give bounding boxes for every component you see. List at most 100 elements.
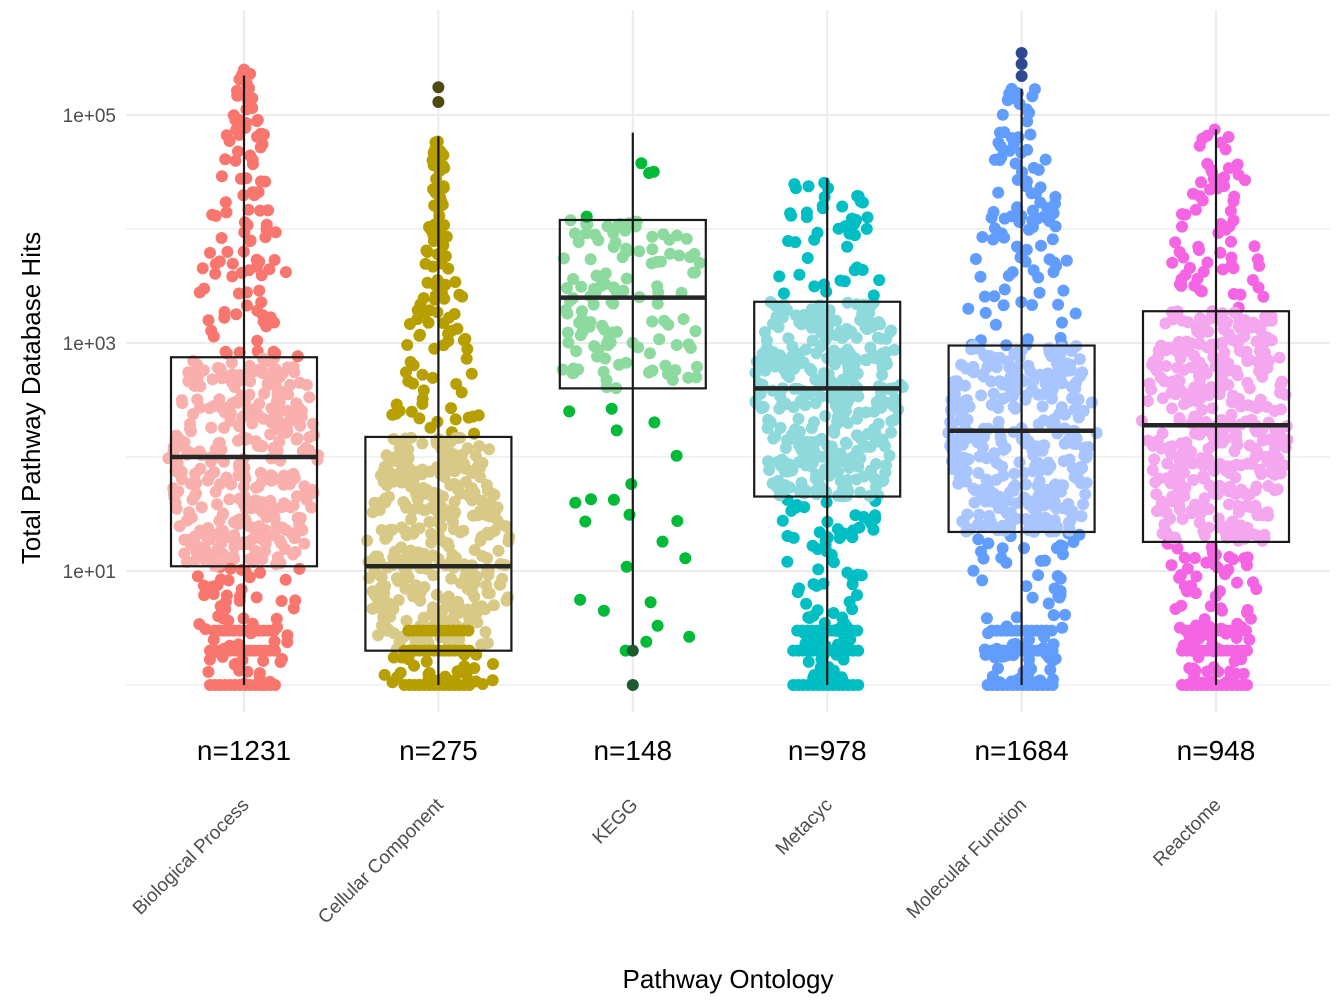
data-point (425, 536, 438, 549)
count-label: n=148 (593, 735, 672, 766)
data-point (218, 311, 231, 324)
data-point (449, 413, 462, 426)
data-point (251, 304, 264, 317)
data-point (449, 276, 462, 288)
data-point (448, 495, 461, 508)
data-point (382, 490, 395, 503)
data-point (1142, 434, 1154, 447)
data-point (867, 523, 880, 536)
data-point (1256, 534, 1269, 547)
data-point (1057, 479, 1070, 492)
data-point (1231, 158, 1244, 171)
data-point (219, 196, 232, 209)
data-point (426, 606, 439, 619)
data-point (979, 495, 992, 508)
data-point (173, 520, 186, 533)
data-point (1214, 246, 1227, 259)
data-point (990, 361, 1003, 374)
data-point (574, 593, 587, 606)
data-point (409, 484, 422, 497)
data-point (1238, 330, 1251, 343)
data-point (810, 468, 823, 481)
data-point (444, 435, 457, 448)
data-point (797, 356, 810, 369)
data-point (399, 582, 412, 595)
data-point (888, 397, 900, 410)
data-point (620, 272, 633, 285)
data-point (409, 523, 422, 536)
data-point (246, 417, 259, 430)
data-point (439, 278, 452, 291)
data-point (869, 509, 881, 522)
data-point (445, 511, 458, 524)
data-point (421, 245, 434, 258)
data-point (1020, 389, 1033, 402)
data-point (561, 326, 574, 339)
data-point (677, 313, 690, 326)
data-point (776, 311, 789, 324)
data-point (184, 425, 197, 438)
data-point (1022, 223, 1035, 236)
data-point (643, 366, 655, 379)
data-point (1003, 361, 1016, 374)
data-point (979, 306, 992, 319)
data-point (1187, 474, 1200, 486)
data-point (1173, 571, 1186, 584)
data-point (1044, 663, 1057, 676)
data-point (671, 515, 684, 527)
data-point (1055, 341, 1068, 354)
data-point (1188, 668, 1201, 681)
data-point (1246, 457, 1258, 470)
data-point (1225, 235, 1237, 248)
data-point (876, 368, 889, 381)
data-point (689, 325, 702, 338)
data-point (600, 381, 613, 394)
data-point (784, 207, 797, 220)
data-point (757, 401, 770, 413)
data-point (607, 241, 620, 253)
data-point (799, 343, 812, 356)
data-point (988, 290, 1001, 303)
data-point (857, 470, 870, 483)
data-point (1074, 370, 1087, 383)
data-point (251, 495, 264, 508)
box (364, 435, 513, 652)
data-point (395, 476, 408, 489)
data-point (602, 339, 615, 352)
data-point (1228, 306, 1241, 319)
data-point (258, 387, 271, 400)
data-point (864, 341, 877, 354)
count-label: n=1684 (974, 735, 1068, 766)
data-point (640, 635, 653, 648)
data-point (430, 220, 443, 233)
plot-area (162, 46, 1294, 691)
data-point (416, 368, 429, 381)
data-point (947, 433, 959, 446)
data-point (1020, 103, 1033, 116)
data-point (560, 282, 573, 294)
data-point (1269, 442, 1282, 455)
data-point (1059, 608, 1071, 621)
data-point (646, 243, 659, 256)
data-point (1046, 233, 1059, 246)
data-point (427, 569, 440, 582)
data-point (754, 357, 766, 370)
data-point (769, 430, 782, 443)
data-point (264, 494, 277, 507)
data-point (191, 570, 204, 583)
data-point (454, 526, 467, 539)
data-point (1171, 373, 1184, 386)
data-point (588, 282, 601, 295)
data-point (802, 655, 815, 668)
data-point (1047, 499, 1060, 512)
data-point (235, 389, 248, 402)
data-point (1022, 498, 1035, 511)
data-point (1202, 503, 1215, 516)
data-point (955, 438, 968, 451)
data-point (1028, 83, 1041, 96)
data-point (816, 199, 829, 212)
data-point (952, 477, 965, 490)
data-point (291, 512, 304, 524)
data-point (1248, 240, 1261, 253)
data-point (619, 224, 632, 237)
